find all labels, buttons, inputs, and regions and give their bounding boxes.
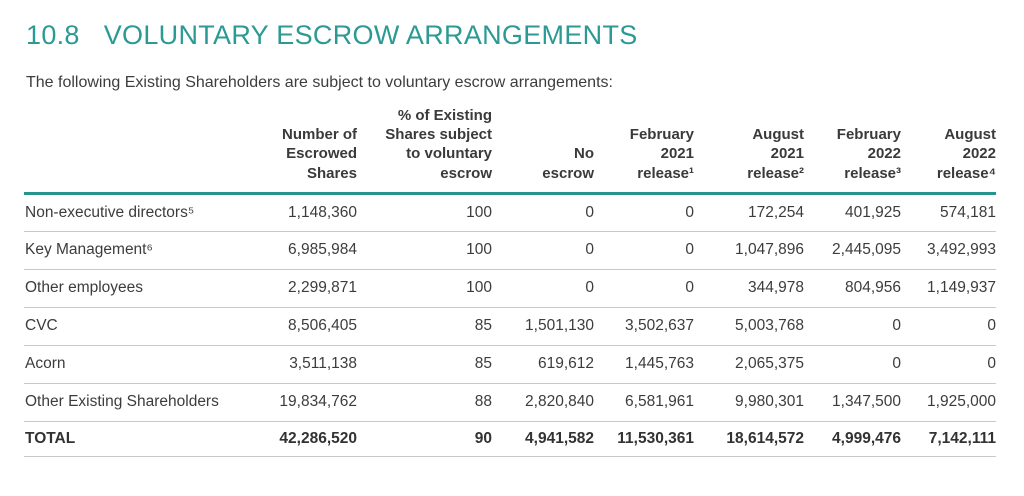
total-value: 90: [357, 421, 492, 457]
cell-value: 6,985,984: [236, 231, 357, 270]
total-row: TOTAL 42,286,520 90 4,941,582 11,530,361…: [24, 421, 996, 457]
cell-value: 1,347,500: [804, 383, 901, 422]
cell-value: 3,492,993: [901, 231, 996, 270]
table-row: Other employees 2,299,871 100 0 0 344,97…: [24, 269, 996, 308]
cell-value: 88: [357, 383, 492, 422]
cell-value: 3,502,637: [594, 307, 694, 346]
table-row: Other Existing Shareholders 19,834,762 8…: [24, 383, 996, 422]
cell-value: 19,834,762: [236, 383, 357, 422]
cell-value: 1,148,360: [236, 193, 357, 232]
cell-value: 0: [594, 193, 694, 232]
total-label: TOTAL: [24, 421, 236, 457]
header-row: Number of Escrowed Shares % of Existing …: [24, 106, 996, 195]
total-value: 7,142,111: [901, 421, 996, 457]
row-label: Other Existing Shareholders: [24, 383, 236, 422]
total-value: 4,999,476: [804, 421, 901, 457]
total-value: 18,614,572: [694, 421, 804, 457]
cell-value: 85: [357, 307, 492, 346]
escrow-table: Number of Escrowed Shares % of Existing …: [24, 106, 996, 457]
row-label: CVC: [24, 307, 236, 346]
table-row: CVC 8,506,405 85 1,501,130 3,502,637 5,0…: [24, 307, 996, 346]
cell-value: 3,511,138: [236, 345, 357, 384]
row-label: Other employees: [24, 269, 236, 308]
column-header-escrowed-shares: Number of Escrowed Shares: [236, 106, 357, 195]
column-header-blank: [24, 106, 236, 195]
page-title: VOLUNTARY ESCROW ARRANGEMENTS: [103, 20, 638, 50]
cell-value: 1,149,937: [901, 269, 996, 308]
cell-value: 1,047,896: [694, 231, 804, 270]
cell-value: 0: [804, 345, 901, 384]
table-row: Non-executive directors⁵ 1,148,360 100 0…: [24, 193, 996, 232]
column-header-aug-2022: August 2022 release⁴: [901, 106, 996, 195]
cell-value: 100: [357, 269, 492, 308]
intro-text: The following Existing Shareholders are …: [26, 74, 613, 91]
cell-value: 5,003,768: [694, 307, 804, 346]
cell-value: 574,181: [901, 193, 996, 232]
cell-value: 85: [357, 345, 492, 384]
total-value: 42,286,520: [236, 421, 357, 457]
cell-value: 0: [804, 307, 901, 346]
cell-value: 100: [357, 193, 492, 232]
cell-value: 0: [901, 307, 996, 346]
cell-value: 0: [901, 345, 996, 384]
cell-value: 6,581,961: [594, 383, 694, 422]
cell-value: 172,254: [694, 193, 804, 232]
cell-value: 2,299,871: [236, 269, 357, 308]
cell-value: 619,612: [492, 345, 594, 384]
column-header-feb-2022: February 2022 release³: [804, 106, 901, 195]
cell-value: 0: [492, 269, 594, 308]
cell-value: 401,925: [804, 193, 901, 232]
cell-value: 8,506,405: [236, 307, 357, 346]
cell-value: 0: [492, 231, 594, 270]
cell-value: 9,980,301: [694, 383, 804, 422]
cell-value: 2,065,375: [694, 345, 804, 384]
cell-value: 1,925,000: [901, 383, 996, 422]
cell-value: 344,978: [694, 269, 804, 308]
total-value: 4,941,582: [492, 421, 594, 457]
column-header-aug-2021: August 2021 release²: [694, 106, 804, 195]
table-row: Key Management⁶ 6,985,984 100 0 0 1,047,…: [24, 231, 996, 270]
table-row: Acorn 3,511,138 85 619,612 1,445,763 2,0…: [24, 345, 996, 384]
row-label: Non-executive directors⁵: [24, 193, 236, 232]
cell-value: 2,820,840: [492, 383, 594, 422]
section-heading: 10.8 VOLUNTARY ESCROW ARRANGEMENTS: [26, 20, 996, 51]
total-value: 11,530,361: [594, 421, 694, 457]
cell-value: 1,445,763: [594, 345, 694, 384]
column-header-no-escrow: No escrow: [492, 106, 594, 195]
column-header-percent-subject: % of Existing Shares subject to voluntar…: [357, 106, 492, 195]
cell-value: 100: [357, 231, 492, 270]
cell-value: 804,956: [804, 269, 901, 308]
cell-value: 0: [594, 231, 694, 270]
cell-value: 1,501,130: [492, 307, 594, 346]
cell-value: 0: [594, 269, 694, 308]
cell-value: 2,445,095: [804, 231, 901, 270]
column-header-feb-2021: February 2021 release¹: [594, 106, 694, 195]
row-label: Acorn: [24, 345, 236, 384]
cell-value: 0: [492, 193, 594, 232]
row-label: Key Management⁶: [24, 231, 236, 270]
section-number: 10.8: [26, 20, 80, 50]
